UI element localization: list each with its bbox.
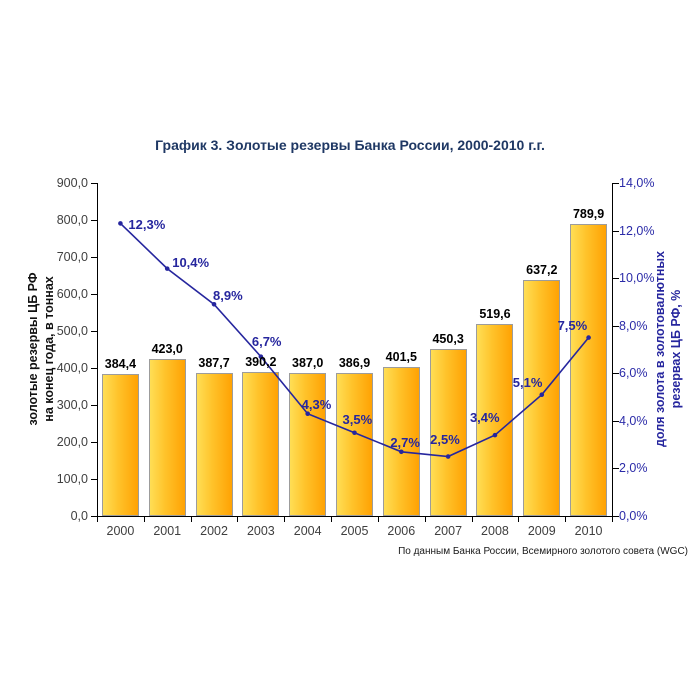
line-point-label: 2,5% [430, 431, 460, 447]
line-point-label: 12,3% [128, 217, 166, 233]
y-tick-label-right: 0,0% [619, 509, 648, 523]
x-tick-label: 2009 [527, 524, 556, 538]
bar-value-label: 519,6 [479, 306, 511, 321]
y-tick-label-left: 700,0 [56, 250, 88, 264]
bar-value-label: 387,7 [198, 355, 230, 370]
bar-2001 [148, 359, 186, 516]
y-tick-label-right: 10,0% [619, 271, 655, 286]
x-tick-label: 2006 [387, 524, 416, 538]
bar-value-label: 390,2 [245, 354, 277, 369]
line-point-label: 7,5% [557, 317, 588, 333]
y-tick-label-right: 14,0% [619, 176, 655, 190]
bar-value-label: 450,3 [432, 332, 464, 347]
bar-2009 [523, 280, 561, 516]
y-tick-label-left: 0,0 [70, 509, 88, 523]
y-tick-label-left: 100,0 [56, 472, 88, 486]
line-point-label: 5,1% [512, 374, 543, 390]
bar-value-label: 789,9 [572, 206, 605, 221]
bar-2004 [289, 372, 327, 516]
chart-title: График 3. Золотые резервы Банка России, … [155, 137, 545, 153]
x-tick-label: 2007 [434, 524, 463, 538]
bar-2005 [336, 372, 373, 516]
source-caption: По данным Банка России, Всемирного золот… [398, 546, 688, 557]
bar-value-label: 386,9 [338, 355, 371, 370]
y-tick-label-right: 12,0% [619, 223, 655, 238]
line-point-label: 3,5% [342, 411, 373, 427]
bar-value-label: 637,2 [526, 263, 558, 278]
x-tick-label: 2004 [293, 524, 322, 538]
bar-value-label: 401,5 [385, 350, 417, 365]
right-axis-title-line2: резервах ЦБ РФ, % [669, 289, 683, 409]
line-point-label: 6,7% [251, 333, 282, 349]
bar-2000 [101, 373, 139, 516]
bar-2010 [570, 223, 608, 516]
x-tick-label: 2010 [574, 524, 603, 538]
line-point-label: 3,4% [469, 410, 500, 426]
x-tick-label: 2005 [340, 524, 369, 538]
bar-value-label: 387,0 [292, 355, 324, 370]
y-tick-label-left: 500,0 [56, 324, 88, 338]
line-marker [164, 266, 170, 271]
line-point-label: 8,9% [213, 288, 243, 304]
x-tick-label: 2000 [106, 524, 135, 538]
y-tick-label-left: 400,0 [56, 361, 88, 375]
line-marker [118, 221, 123, 226]
x-tick-label: 2003 [246, 524, 275, 538]
x-tick-label: 2001 [153, 524, 182, 538]
y-tick-label-right: 2,0% [619, 461, 648, 476]
y-tick-label-left: 900,0 [56, 176, 88, 190]
bar-2002 [195, 372, 233, 516]
bar-value-label: 423,0 [151, 342, 183, 357]
y-tick-label-left: 600,0 [56, 287, 88, 301]
y-tick-label-right: 6,0% [619, 366, 648, 381]
line-point-label: 2,7% [390, 434, 420, 450]
y-tick-label-right: 8,0% [619, 318, 648, 333]
bar-2003 [242, 371, 280, 516]
y-tick-label-left: 300,0 [56, 398, 88, 412]
y-tick-label-right: 4,0% [619, 413, 648, 428]
y-tick-label-left: 200,0 [56, 435, 88, 449]
x-tick-label: 2008 [481, 524, 509, 538]
bar-value-label: 384,4 [104, 356, 137, 371]
y-tick-label-left: 800,0 [56, 213, 88, 227]
line-point-label: 4,3% [301, 396, 332, 412]
x-tick-label: 2002 [200, 524, 228, 538]
line-point-label: 10,4% [172, 254, 210, 270]
